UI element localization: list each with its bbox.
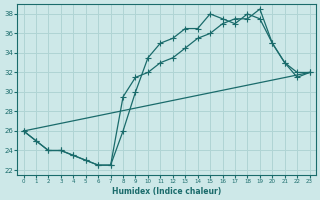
X-axis label: Humidex (Indice chaleur): Humidex (Indice chaleur) bbox=[112, 187, 221, 196]
